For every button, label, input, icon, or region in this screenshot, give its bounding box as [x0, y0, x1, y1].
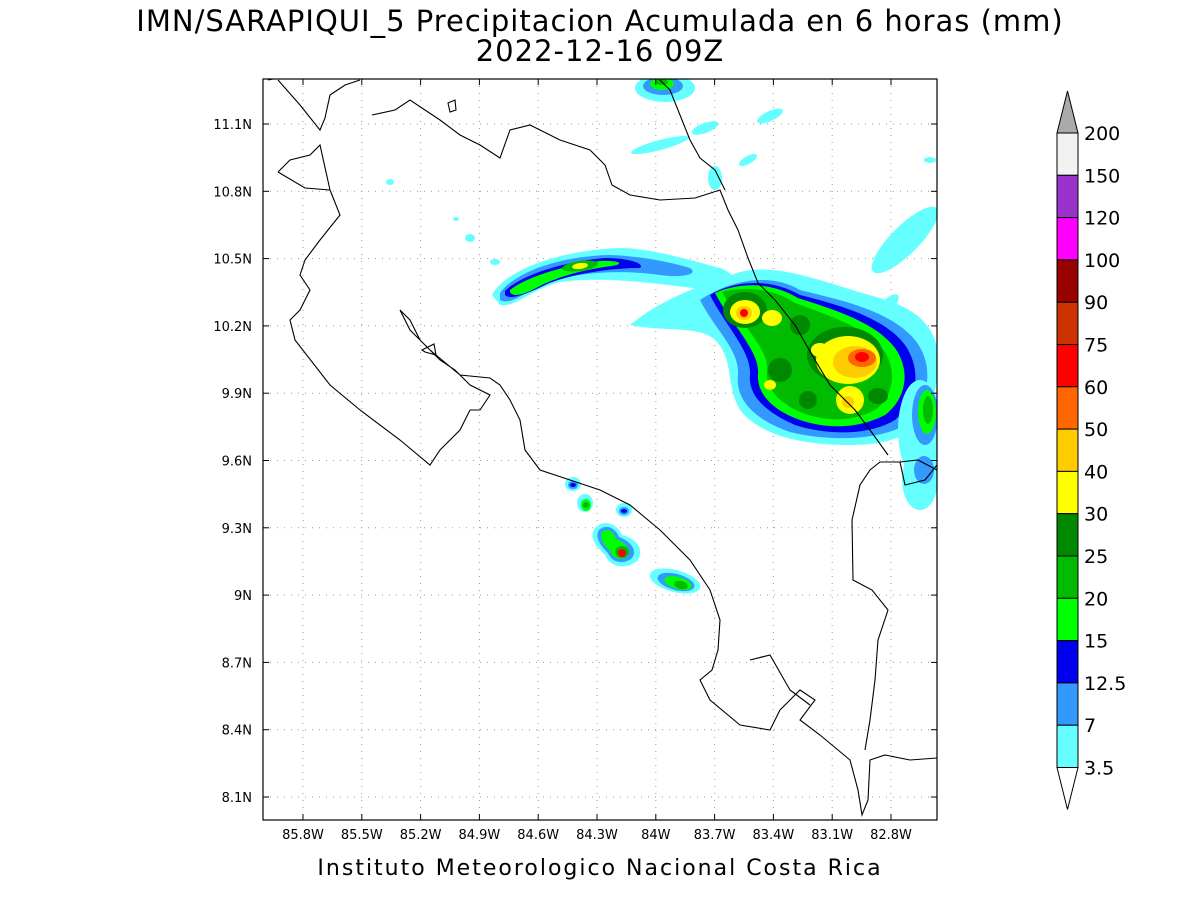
lat-tick-label: 11.1N — [213, 118, 252, 133]
colorbar-swatch — [1056, 259, 1079, 303]
colorbar-swatch — [1056, 724, 1079, 769]
colorbar-label: 90 — [1084, 292, 1108, 314]
precip-cell-caribbean — [630, 269, 937, 445]
colorbar-swatch — [1056, 555, 1079, 599]
colorbar-swatch — [1056, 513, 1079, 557]
colorbar-label: 200 — [1084, 123, 1120, 145]
precip-band-northwest — [492, 248, 734, 306]
lon-tick-label: 83.4W — [752, 828, 794, 843]
lat-tick-label: 10.5N — [213, 253, 252, 268]
lon-tick-label: 83.7W — [694, 828, 736, 843]
colorbar-swatch — [1056, 682, 1079, 726]
colorbar-over-triangle — [1056, 90, 1079, 134]
colorbar-swatch — [1056, 132, 1079, 176]
colorbar-label: 40 — [1084, 461, 1108, 483]
colorbar-label: 50 — [1084, 419, 1108, 441]
colorbar-swatch — [1056, 344, 1079, 388]
lat-tick-label: 9N — [234, 589, 252, 604]
lat-tick-label: 8.7N — [222, 656, 252, 671]
latitude-labels: 11.1N 10.8N 10.5N 10.2N 9.9N 9.6N 9.3N 9N 8.7N 8.… — [213, 118, 252, 806]
colorbar-legend: 200 150 120 100 90 75 60 50 40 30 25 20 15 12.5 7 3.5 — [1056, 90, 1126, 810]
colorbar-under-triangle — [1056, 767, 1079, 810]
colorbar-label: 30 — [1084, 504, 1108, 526]
lon-tick-label: 85.5W — [341, 828, 383, 843]
lat-tick-label: 10.8N — [213, 185, 252, 200]
map-grid — [263, 79, 937, 820]
colorbar-swatch — [1056, 386, 1079, 430]
lon-tick-label: 82.8W — [870, 828, 912, 843]
colorbar-swatch — [1056, 470, 1079, 515]
colorbar-label: 120 — [1084, 208, 1120, 230]
colorbar-label: 100 — [1084, 250, 1120, 272]
lon-tick-label: 84W — [641, 828, 671, 843]
lat-tick-label: 9.6N — [222, 455, 252, 470]
colorbar-label: 75 — [1084, 335, 1108, 357]
longitude-labels: 85.8W 85.5W 85.2W 84.9W 84.6W 84.3W 84W 83.7W 83… — [282, 828, 912, 843]
lon-tick-label: 85.8W — [282, 828, 324, 843]
colorbar-label: 20 — [1084, 588, 1108, 610]
lon-tick-label: 84.9W — [458, 828, 500, 843]
precip-streaks — [386, 108, 937, 316]
colorbar-swatch — [1056, 640, 1079, 684]
colorbar-label: 25 — [1084, 546, 1108, 568]
lat-tick-label: 10.2N — [213, 320, 252, 335]
lat-tick-label: 9.3N — [222, 522, 252, 537]
map-datetime: 2022-12-16 09Z — [475, 34, 725, 68]
colorbar-label: 15 — [1084, 631, 1108, 653]
lat-tick-label: 8.1N — [222, 791, 252, 806]
colorbar-swatch — [1056, 301, 1079, 346]
coastlines — [267, 79, 937, 818]
precipitation-field — [386, 79, 937, 594]
colorbar-label: 3.5 — [1084, 758, 1114, 780]
map-title: IMN/SARAPIQUI_5 Precipitacion Acumulada … — [136, 4, 1064, 38]
lat-tick-label: 8.4N — [222, 724, 252, 739]
axis-ticks — [263, 79, 937, 820]
colorbar-label: 12.5 — [1084, 673, 1126, 695]
lat-tick-label: 9.9N — [222, 387, 252, 402]
map-frame — [262, 78, 938, 821]
colorbar-swatch — [1056, 597, 1079, 642]
colorbar-swatch — [1056, 217, 1079, 261]
lon-tick-label: 85.2W — [400, 828, 442, 843]
lon-tick-label: 84.3W — [576, 828, 618, 843]
footer-credit: Instituto Meteorologico Nacional Costa R… — [317, 856, 883, 881]
colorbar-label: 7 — [1084, 715, 1096, 737]
precip-cell-north — [635, 79, 695, 102]
precip-cell-east — [898, 380, 937, 510]
lon-tick-label: 84.6W — [517, 828, 559, 843]
colorbar-swatch — [1056, 174, 1079, 219]
colorbar-label: 60 — [1084, 377, 1108, 399]
lon-tick-label: 83.1W — [811, 828, 853, 843]
colorbar-swatch — [1056, 428, 1079, 472]
precip-cells-south — [565, 477, 701, 594]
colorbar-label: 150 — [1084, 165, 1120, 187]
